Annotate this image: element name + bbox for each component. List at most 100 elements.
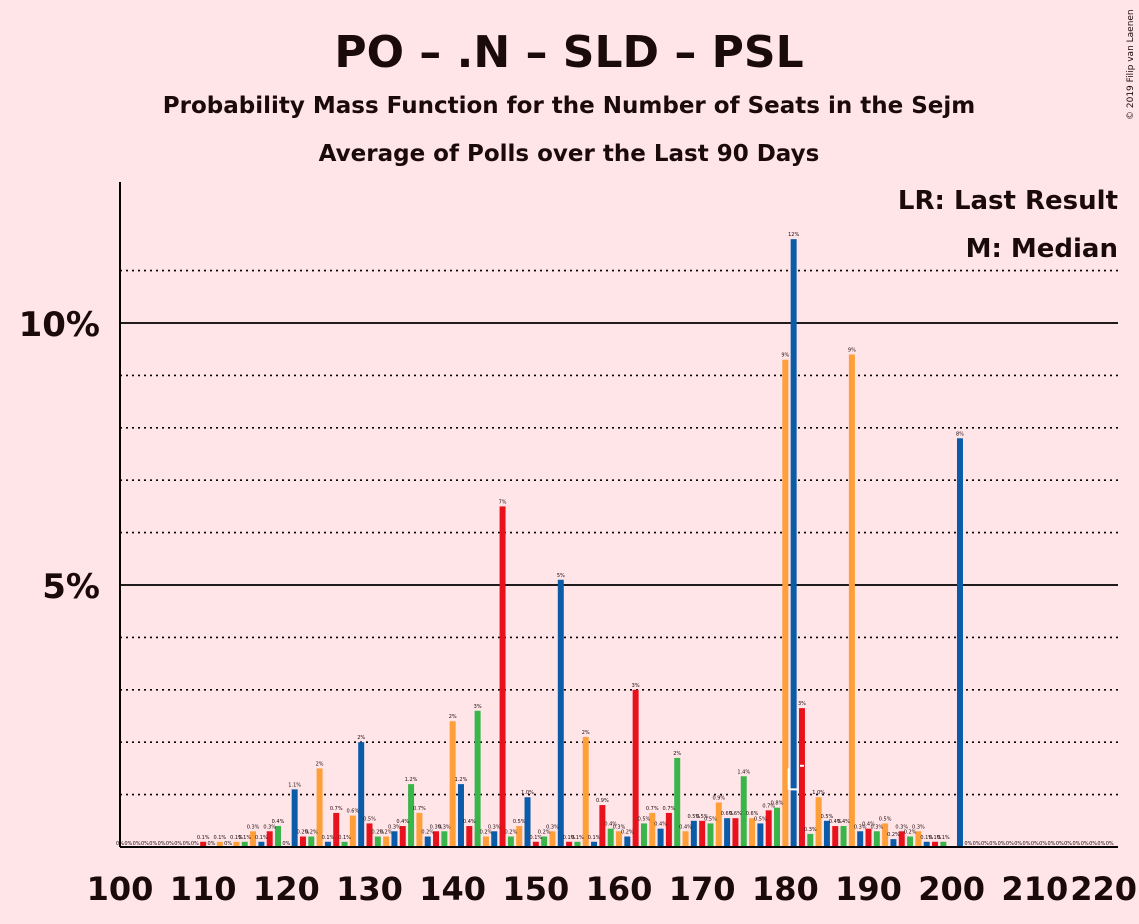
bar: [574, 841, 581, 847]
bar-value-label: 0.7%: [413, 806, 426, 812]
x-tick-label: 200: [918, 870, 985, 908]
bar-value-label: 0.1%: [571, 835, 584, 841]
bar: [790, 239, 797, 847]
bar: [349, 815, 356, 847]
bar-value-label: 0%: [1006, 841, 1014, 847]
bar: [291, 789, 298, 847]
bar-value-label: 0.7%: [330, 806, 343, 812]
bar: [366, 823, 373, 847]
bar: [441, 831, 448, 847]
bar-value-label: 0.7%: [663, 806, 676, 812]
bar: [882, 823, 889, 847]
bar-value-label: 0.6%: [746, 811, 759, 817]
bar-value-label: 0%: [973, 841, 981, 847]
bar: [757, 823, 764, 847]
bar-value-label: 0.4%: [862, 822, 875, 828]
bar-value-label: 0.3%: [613, 824, 626, 830]
bar-value-label: 0%: [1072, 841, 1080, 847]
bar: [308, 836, 315, 847]
bar: [399, 826, 406, 847]
bar: [915, 831, 922, 847]
bar: [408, 784, 415, 847]
bar-value-label: 1.0%: [812, 790, 825, 796]
bar-value-label: 0.5%: [754, 816, 767, 822]
bar: [557, 579, 564, 847]
bar-value-label: 0.2%: [887, 832, 900, 838]
bar-value-label: 0.9%: [712, 795, 725, 801]
bar: [674, 757, 681, 847]
bar-value-label: 0.2%: [297, 830, 310, 836]
bar-value-label: 0%: [1106, 841, 1114, 847]
bar: [616, 831, 622, 847]
bar-value-label: 0%: [174, 841, 182, 847]
bar-value-label: 0.1%: [588, 835, 601, 841]
bar-value-label: 0.3%: [854, 824, 867, 830]
bar-value-label: 0.2%: [371, 830, 384, 836]
bar: [433, 831, 440, 847]
bar: [732, 818, 739, 847]
bar-value-label: 0.3%: [438, 824, 451, 830]
bar: [632, 689, 639, 847]
y-tick-labels: 5% 10%: [19, 305, 100, 607]
bar-value-label: 0%: [1081, 841, 1089, 847]
bar-value-label: 0.3%: [870, 824, 883, 830]
x-tick-label: 140: [419, 870, 486, 908]
bar-value-label: 0.2%: [538, 830, 551, 836]
bar-value-label: 0.9%: [596, 798, 609, 804]
x-tick-label: 100: [87, 870, 154, 908]
x-tick-label: 110: [170, 870, 237, 908]
bar-value-label: 0.4%: [463, 819, 476, 825]
bar-value-label: 0.3%: [546, 824, 559, 830]
x-tick-label: 120: [253, 870, 320, 908]
bar: [774, 807, 781, 847]
bar: [857, 831, 864, 847]
bar-value-label: 0.2%: [904, 830, 917, 836]
bar: [416, 812, 423, 847]
bar-value-label: 12%: [788, 232, 799, 238]
bar-value-label: 0.3%: [430, 824, 443, 830]
x-tick-label: 190: [835, 870, 902, 908]
bar: [865, 828, 872, 847]
bar-value-label: 0.3%: [247, 824, 260, 830]
bar-value-label: 3%: [798, 701, 806, 707]
chart-title: PO – .N – SLD – PSL: [334, 27, 803, 78]
bar: [424, 836, 431, 847]
bar-value-label: 9%: [781, 353, 789, 359]
bar-value-label: 0%: [224, 841, 232, 847]
x-tick-label: 170: [669, 870, 736, 908]
bar-value-label: 0.2%: [305, 830, 318, 836]
bar-value-label: 0.1%: [338, 835, 351, 841]
bar-value-label: 3%: [632, 683, 640, 689]
bar: [690, 820, 697, 847]
bar-value-label: 0.5%: [821, 814, 834, 820]
bar-value-label: 0.2%: [421, 830, 434, 836]
bar-value-label: 0.4%: [829, 819, 842, 825]
bar: [940, 841, 947, 847]
bar: [374, 836, 381, 847]
x-tick-labels: 100 110 120 130 140 150 160 170 180 190 200 210 220: [87, 870, 1137, 908]
bar-value-label: 0%: [1097, 841, 1105, 847]
bar-value-label: 0.6%: [347, 809, 360, 815]
bar: [466, 826, 473, 847]
bar-value-label: 0.2%: [505, 830, 518, 836]
bars: [200, 239, 963, 847]
bar-value-label: 1.1%: [288, 782, 301, 788]
y-tick-label: 5%: [42, 567, 100, 607]
bar-value-label: 0%: [191, 841, 199, 847]
bar-value-label: 0.2%: [380, 830, 393, 836]
bar-value-label: 0%: [1039, 841, 1047, 847]
bar: [524, 797, 531, 847]
bar: [241, 841, 248, 847]
bar-value-label: 0%: [1056, 841, 1064, 847]
bar-value-label: 0.5%: [696, 814, 709, 820]
bar-value-label: 0.1%: [230, 835, 243, 841]
bar-value-label: 0.3%: [912, 824, 925, 830]
bar-value-label: 0.1%: [929, 835, 942, 841]
bar: [765, 810, 772, 847]
bar: [840, 826, 847, 847]
x-tick-label: 150: [502, 870, 569, 908]
bar-value-label: 2%: [316, 761, 324, 767]
bar: [324, 841, 331, 847]
bar-value-label: 0.5%: [879, 816, 892, 822]
bar: [482, 836, 489, 847]
